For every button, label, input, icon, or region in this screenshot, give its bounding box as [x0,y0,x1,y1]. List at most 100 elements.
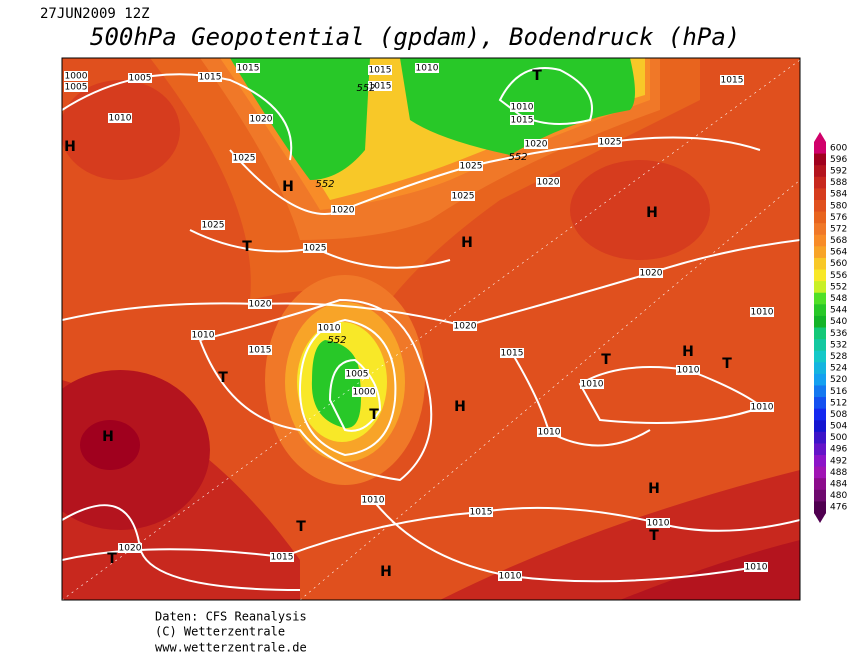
colorbar-label: 540 [830,317,847,327]
label-box [191,330,215,340]
low-marker: T [242,239,252,255]
label-box [415,63,439,73]
label-box [201,220,225,230]
label-box [720,75,744,85]
colorbar-label: 584 [830,190,847,200]
high-marker: H [64,139,76,155]
colorbar-swatch [814,408,826,421]
isobar-label: 1010 [362,496,385,506]
isobar-label: 1015 [369,66,392,76]
colorbar-swatch [814,466,826,479]
high-marker: H [646,205,658,221]
low-marker: T [722,356,732,372]
label-box [451,191,475,201]
label-box [248,299,272,309]
colorbar-swatch [814,281,826,294]
label-box [64,82,88,92]
colorbar-swatch [814,153,826,166]
colorbar-label: 488 [830,468,847,478]
label-box [249,114,273,124]
label-box [510,115,534,125]
colorbar-swatch [814,199,826,213]
isobar-label: 1015 [237,64,260,74]
isobar-label: 1010 [318,324,341,334]
label-box [598,137,622,147]
isobar-label: 1015 [501,349,524,359]
label-box [303,243,327,253]
isobar-label: 1020 [537,178,560,188]
isobar-label: 1010 [511,103,534,113]
colorbar-label: 580 [830,201,847,211]
colorbar-swatch [814,443,826,456]
colorbar-label: 536 [830,329,847,339]
colorbar-label: 576 [830,213,847,223]
low-marker: T [369,407,379,423]
isobar-label: 1010 [751,308,774,318]
isobar-label: 1015 [271,553,294,563]
label-box [453,321,477,331]
label-box [118,543,142,553]
colorbar-label: 532 [830,340,847,350]
low-marker: T [296,519,306,535]
isobar-label: 1005 [129,74,152,84]
colorbar-swatch [814,420,826,433]
colorbar-label: 552 [830,282,847,292]
colorbar-swatch [814,385,826,398]
colorbar-swatch [814,397,826,410]
colorbar-label: 556 [830,271,847,281]
colorbar-arrow [814,513,826,523]
low-marker: T [649,528,659,544]
colorbar-label: 496 [830,445,847,455]
colorbar-swatch [814,234,826,247]
colorbar-label: 564 [830,248,847,258]
colorbar-swatch [814,315,826,328]
isobar-label: 1020 [640,269,663,279]
map-title: 500hPa Geopotential (gpdam), Bodendruck … [90,23,740,51]
colorbar-label: 528 [830,352,847,362]
isobar-label: 1020 [250,115,273,125]
colorbar-swatch [814,478,826,491]
colorbar-swatch [814,373,826,386]
isobar-label: 1010 [109,114,132,124]
height-label: 552 [315,179,334,190]
colorbar-swatch [814,327,826,340]
isobar-label: 1015 [199,73,222,83]
isobar-label: 1015 [470,508,493,518]
date-label: 27JUN2009 12Z [40,6,150,22]
high-marker: H [461,235,473,251]
isobar-label: 1025 [599,138,622,148]
label-box [580,379,604,389]
colorbar-arrow [814,132,826,142]
colorbar-label: 600 [830,143,847,153]
label-box [361,495,385,505]
colorbar-label: 588 [830,178,847,188]
isobar-label: 1025 [202,221,225,231]
high-marker: H [380,564,392,580]
colorbar-swatch [814,304,826,317]
colorbar-swatch [814,292,826,305]
label-box [64,71,88,81]
label-box [750,402,774,412]
high-marker: H [648,481,660,497]
label-box [537,427,561,437]
isobar-label: 1010 [581,380,604,390]
low-marker: T [532,68,542,84]
isobar-label: 1010 [745,563,768,573]
isobar-label: 1015 [511,116,534,126]
isobar-label: 1005 [65,83,88,93]
label-box [750,307,774,317]
colorbar-label: 560 [830,259,847,269]
label-box [646,518,670,528]
colorbar-label: 596 [830,155,847,165]
label-box [524,139,548,149]
label-box [498,571,522,581]
label-box [248,345,272,355]
colorbar-label: 480 [830,491,847,501]
isobar-label: 1020 [525,140,548,150]
label-box [128,73,152,83]
isobar-label: 1010 [677,366,700,376]
colorbar-swatch [814,350,826,363]
high-marker: H [682,344,694,360]
isobar-label: 1015 [369,82,392,92]
